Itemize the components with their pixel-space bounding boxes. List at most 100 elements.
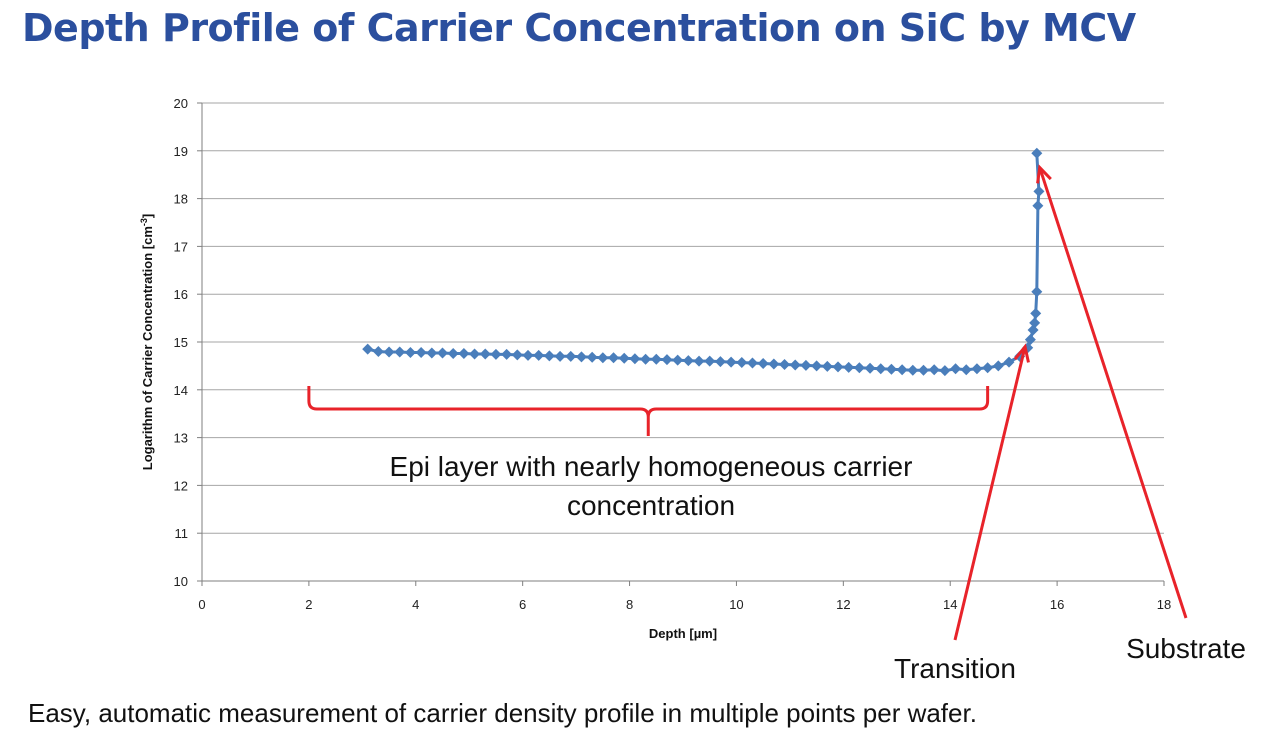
data-point (736, 357, 748, 369)
data-point (554, 350, 566, 362)
data-point (875, 363, 887, 375)
data-point (789, 359, 801, 371)
data-point (490, 348, 502, 360)
y-tick-label: 17 (174, 239, 188, 254)
data-point (950, 363, 962, 375)
data-point (522, 349, 534, 361)
data-point (469, 348, 481, 360)
y-axis-title-superscript: -3 (139, 218, 149, 226)
data-point (672, 354, 684, 366)
y-axis-title-end: ] (140, 214, 155, 218)
y-tick-label: 18 (174, 192, 188, 207)
data-point (1029, 317, 1041, 329)
data-point (501, 348, 513, 360)
data-point (746, 357, 758, 369)
data-point (618, 352, 630, 364)
y-tick-label: 14 (174, 383, 188, 398)
data-point (800, 359, 812, 371)
data-point (415, 347, 427, 359)
data-point (907, 364, 919, 376)
y-tick-label: 10 (174, 574, 188, 589)
data-point (1027, 324, 1039, 336)
data-point (372, 346, 384, 358)
epi-layer-brace (307, 386, 990, 436)
data-point (971, 363, 983, 375)
x-tick-label: 16 (1050, 597, 1064, 612)
x-tick-label: 0 (198, 597, 205, 612)
data-point (832, 361, 844, 373)
data-point (757, 358, 769, 370)
data-point (960, 364, 972, 376)
carrier-concentration-chart: 10 11 12 13 14 15 16 17 18 19 20 0 2 4 6 8 10 12 14 16 18 De… (139, 96, 1246, 684)
data-point (426, 347, 438, 359)
transition-arrowhead (1013, 343, 1030, 363)
x-tick-label: 2 (305, 597, 312, 612)
data-point (811, 360, 823, 372)
x-axis-title: Depth [µm] (649, 626, 717, 641)
data-point (586, 351, 598, 363)
data-point (437, 347, 448, 359)
x-tick-label: 6 (519, 597, 526, 612)
page-title: Depth Profile of Carrier Concentration o… (22, 6, 1136, 50)
data-point (640, 353, 652, 365)
data-point (693, 355, 705, 367)
data-point (479, 348, 491, 360)
x-tick-label: 4 (412, 597, 419, 612)
data-point (853, 362, 865, 374)
data-point (1003, 356, 1015, 368)
y-tick-label: 12 (174, 478, 188, 493)
data-point (725, 356, 737, 368)
data-point (1030, 307, 1042, 319)
x-tick-label: 14 (943, 597, 957, 612)
data-point (682, 355, 694, 367)
data-point (928, 364, 940, 376)
data-point (1033, 185, 1045, 197)
data-point (714, 356, 726, 368)
x-tick-label: 12 (836, 597, 850, 612)
y-tick-label: 20 (174, 96, 188, 111)
data-point (843, 361, 855, 373)
series-line (367, 153, 1041, 373)
y-tick-label: 16 (174, 287, 188, 302)
data-point (650, 353, 662, 365)
y-tick-label: 19 (174, 144, 188, 159)
data-point (511, 349, 523, 361)
data-point (447, 347, 459, 359)
transition-arrow (953, 346, 1027, 641)
data-point (1024, 334, 1036, 346)
transition-label: Transition (894, 653, 1016, 684)
data-point (597, 352, 609, 364)
data-point (821, 360, 833, 372)
data-point (885, 363, 897, 375)
y-axis-title-main: Logarithm of Carrier Concentration [cm (140, 226, 155, 470)
data-point (575, 351, 587, 363)
data-point (779, 358, 791, 370)
data-point (458, 347, 470, 359)
epi-layer-label-line2: concentration (567, 490, 735, 521)
data-point (864, 362, 876, 374)
data-point (362, 343, 374, 355)
data-point (939, 365, 951, 377)
substrate-label: Substrate (1126, 633, 1246, 664)
data-point (896, 364, 908, 376)
substrate-arrowhead (1036, 164, 1052, 184)
data-series (362, 147, 1045, 377)
data-point (608, 352, 620, 364)
y-axis-title: Logarithm of Carrier Concentration [cm-3… (139, 214, 155, 471)
y-tick-label: 13 (174, 431, 188, 446)
x-tick-label: 8 (626, 597, 633, 612)
data-point (982, 362, 994, 374)
data-point (1032, 200, 1044, 212)
epi-layer-label-line1: Epi layer with nearly homogeneous carrie… (390, 451, 913, 482)
data-point (661, 354, 673, 366)
data-point (565, 350, 577, 362)
data-point (1031, 147, 1043, 159)
data-point (394, 346, 406, 358)
data-point (404, 347, 416, 359)
y-tick-label: 15 (174, 335, 188, 350)
data-point (768, 358, 780, 370)
caption: Easy, automatic measurement of carrier d… (28, 698, 977, 728)
data-point (383, 346, 395, 358)
annotations: Epi layer with nearly homogeneous carrie… (307, 164, 1246, 684)
x-tick-label: 10 (729, 597, 743, 612)
